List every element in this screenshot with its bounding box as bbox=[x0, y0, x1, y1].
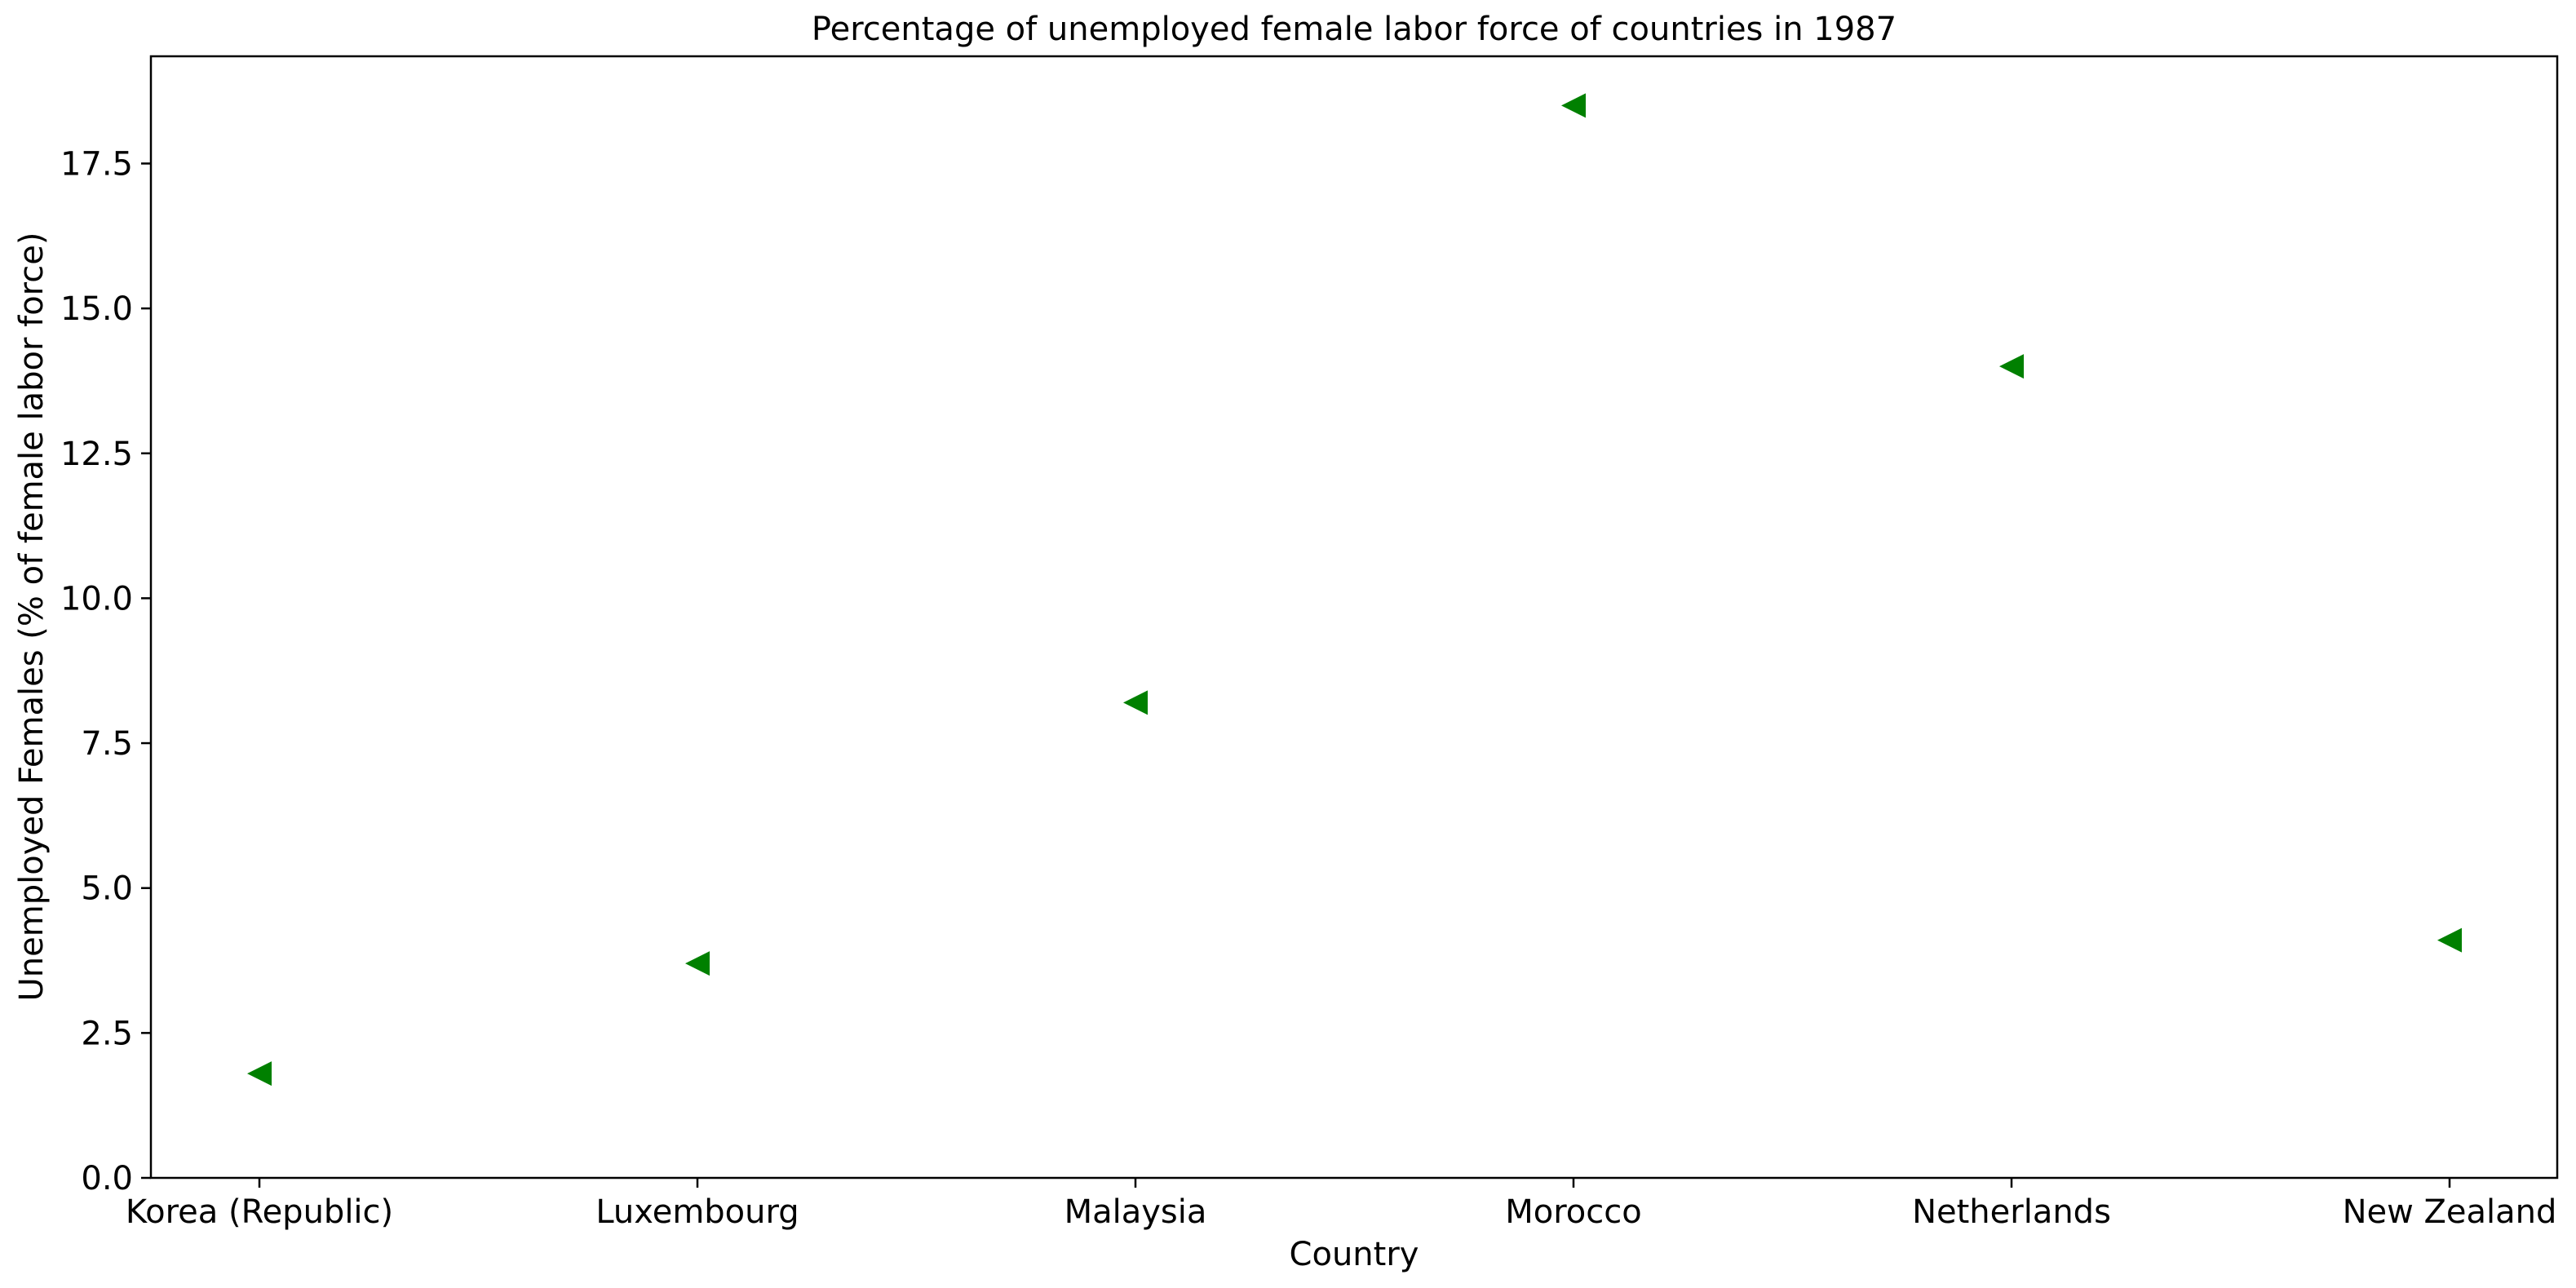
plot-area bbox=[149, 55, 2559, 1180]
data-point-marker bbox=[1123, 690, 1148, 715]
data-point-marker bbox=[1999, 354, 2024, 379]
y-axis: 0.0 2.5 5.0 7.5 10.0 12.5 15.0 17.5 bbox=[60, 145, 151, 1197]
y-tick-label: 12.5 bbox=[60, 436, 133, 473]
y-tick-label: 5.0 bbox=[81, 870, 133, 908]
x-tick-label: Korea (Republic) bbox=[126, 1193, 393, 1231]
y-tick-label: 7.5 bbox=[81, 725, 133, 763]
x-axis-label: Country bbox=[1290, 1236, 1419, 1273]
chart-title: Percentage of unemployed female labor fo… bbox=[812, 11, 1897, 48]
data-point-marker bbox=[247, 1061, 272, 1087]
data-point-marker bbox=[685, 951, 710, 976]
x-tick-label: New Zealand bbox=[2343, 1193, 2557, 1231]
y-tick-label: 17.5 bbox=[60, 145, 133, 183]
x-tick-label: Netherlands bbox=[1912, 1193, 2111, 1231]
x-tick-label: Luxembourg bbox=[595, 1193, 799, 1231]
x-tick-label: Malaysia bbox=[1064, 1193, 1207, 1231]
data-point-marker bbox=[1561, 93, 1586, 118]
data-point-marker bbox=[2437, 927, 2462, 953]
y-tick-label: 0.0 bbox=[81, 1160, 133, 1197]
y-tick-label: 15.0 bbox=[60, 290, 133, 328]
y-axis-label: Unemployed Females (% of female labor fo… bbox=[13, 232, 51, 1002]
x-axis: Korea (Republic) Luxembourg Malaysia Morocc… bbox=[126, 1178, 2557, 1231]
x-tick-label: Morocco bbox=[1505, 1193, 1641, 1231]
data-series bbox=[247, 93, 2462, 1087]
y-tick-label: 2.5 bbox=[81, 1015, 133, 1052]
y-tick-label: 10.0 bbox=[60, 580, 133, 617]
